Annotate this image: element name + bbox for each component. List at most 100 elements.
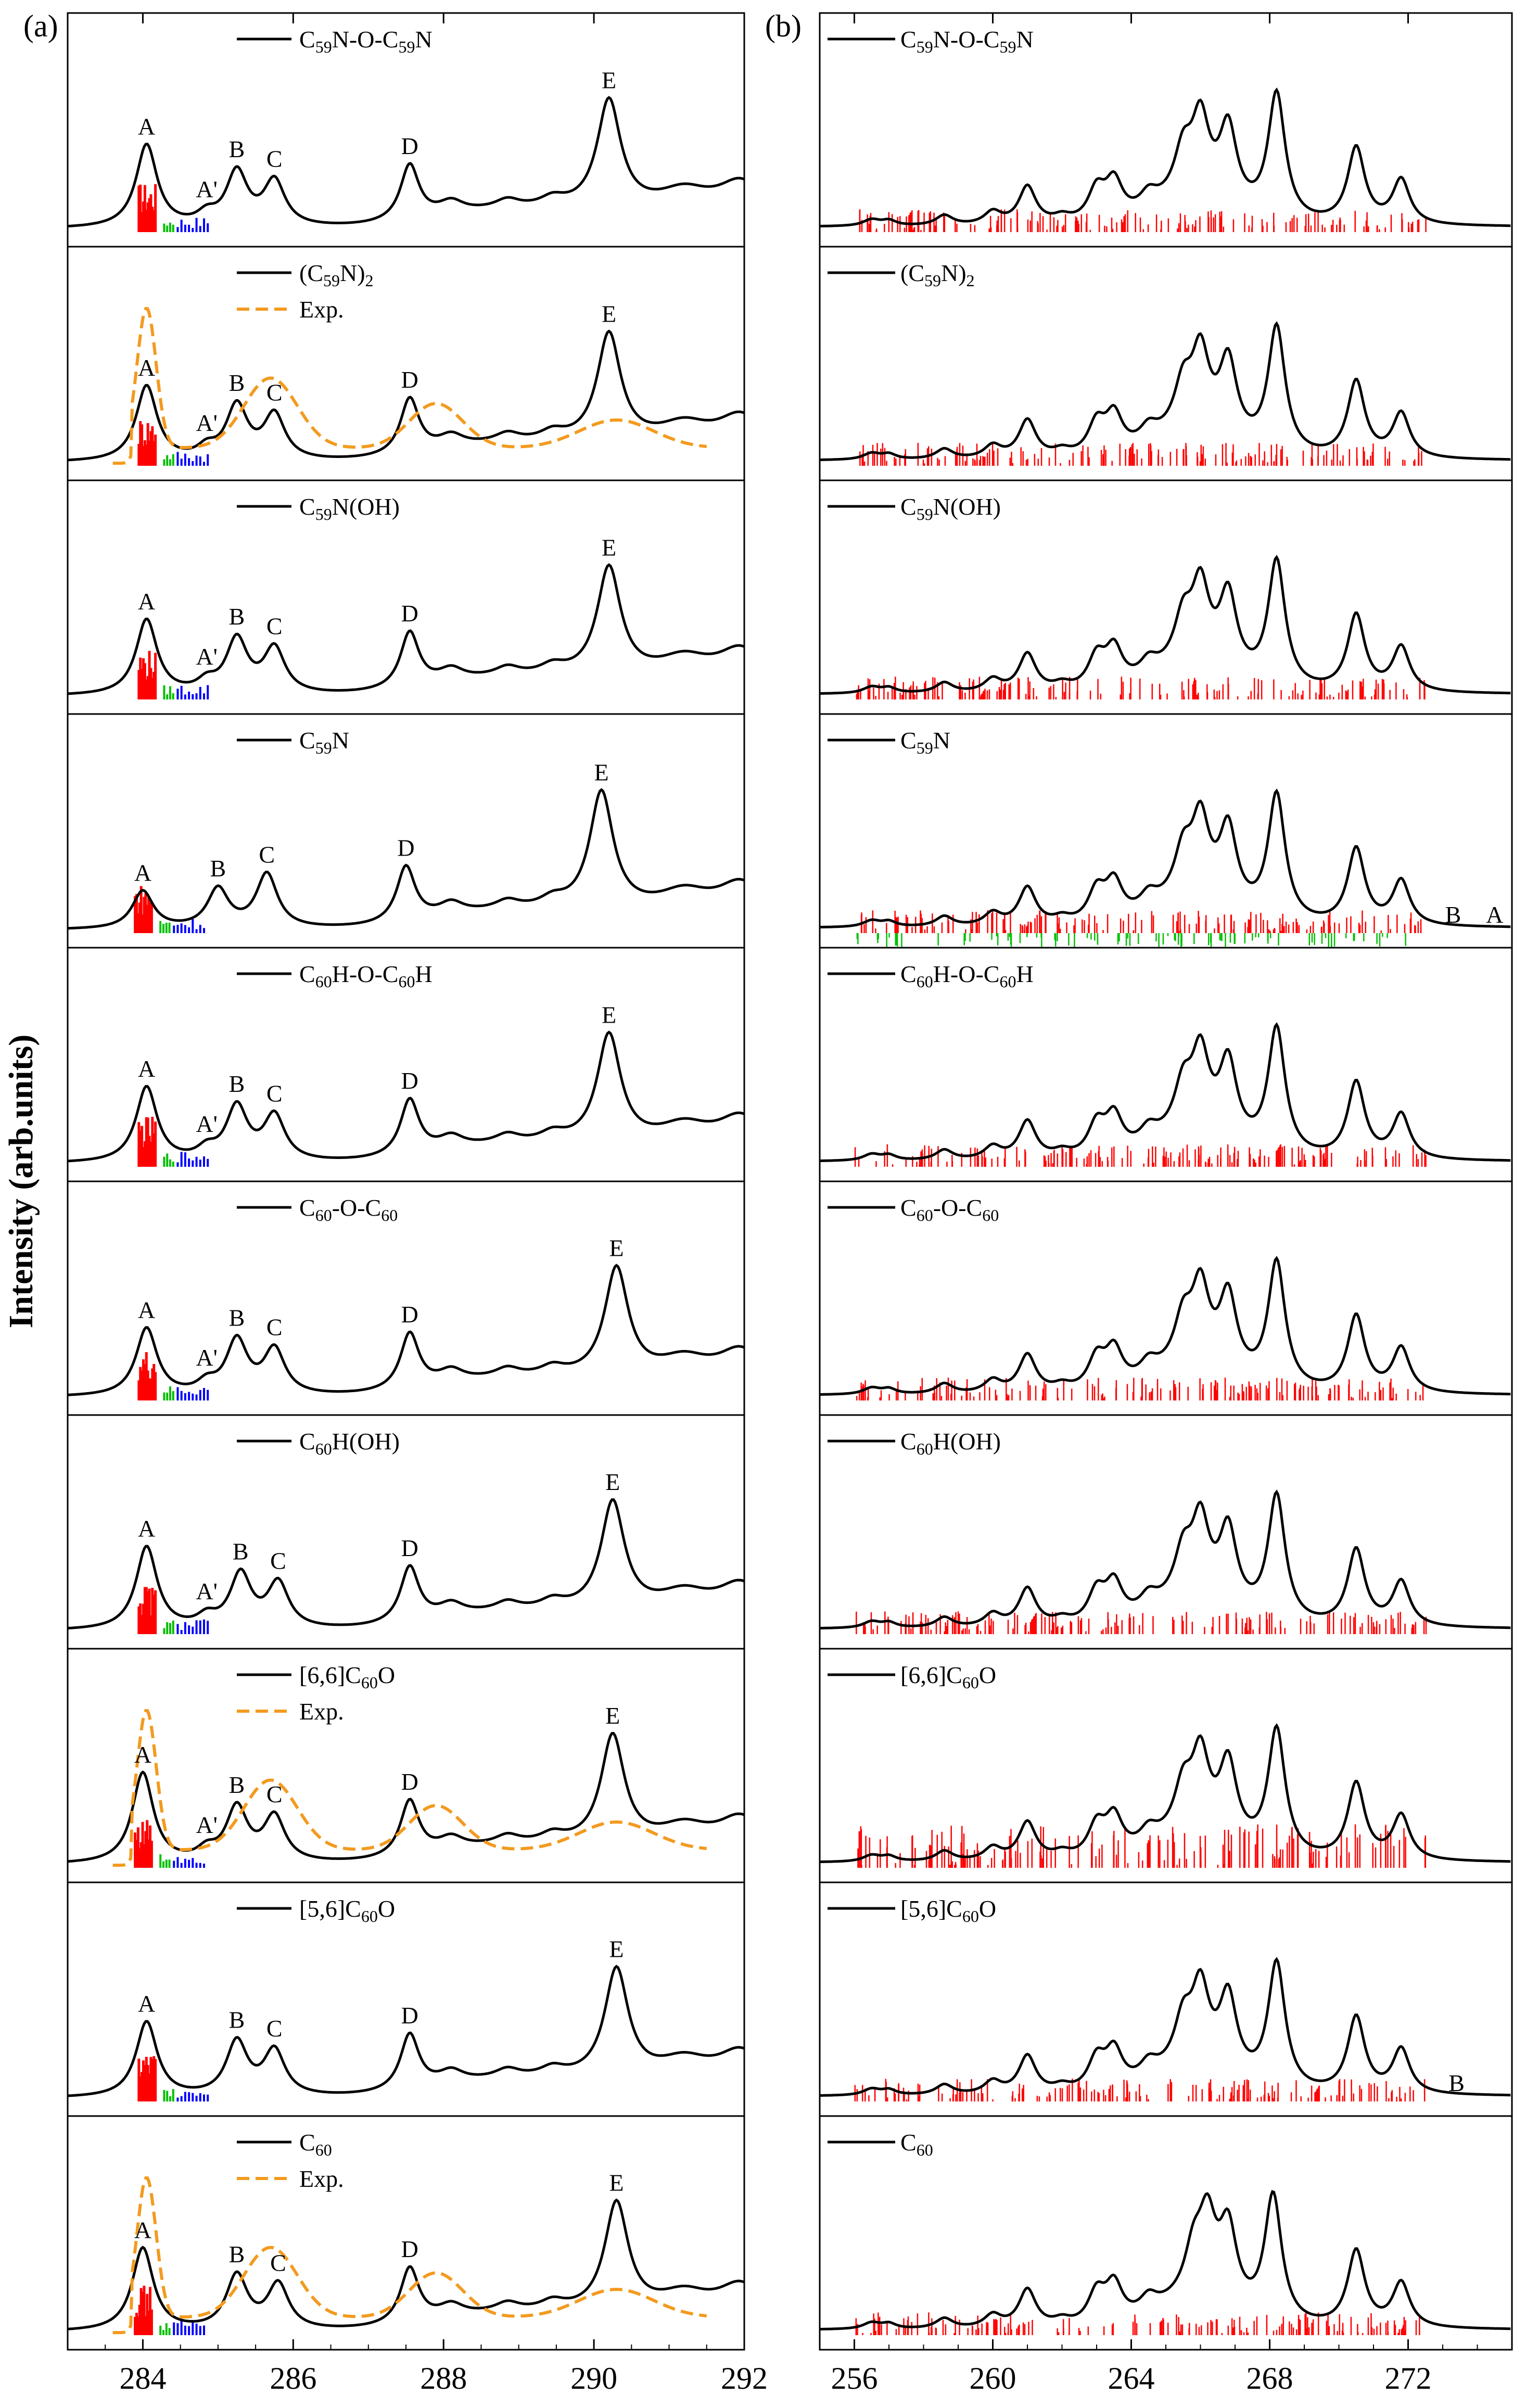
peak-label-E: E xyxy=(609,1936,624,1963)
stick-red xyxy=(895,1389,897,1400)
stick-red xyxy=(1117,1625,1119,1634)
stick-red xyxy=(1071,1388,1073,1400)
stick-blue xyxy=(180,923,183,933)
stick-green xyxy=(1054,933,1057,947)
stick-red xyxy=(1385,1619,1387,1634)
stick-red xyxy=(1247,1630,1249,1634)
stick-green xyxy=(172,2089,174,2101)
stick-red xyxy=(1364,696,1366,699)
stick-red xyxy=(1333,922,1336,933)
stick-red xyxy=(1126,2081,1128,2101)
stick-red xyxy=(1307,1386,1309,1400)
stick-red xyxy=(932,913,933,933)
x-tick-label: 272 xyxy=(1385,2361,1432,2396)
stick-red xyxy=(899,456,901,466)
stick-red xyxy=(1101,1395,1103,1400)
stick-red xyxy=(948,927,950,933)
stick-red xyxy=(1215,2319,1217,2335)
stick-red xyxy=(1329,911,1331,933)
stick-red xyxy=(1253,1158,1254,1167)
stick-red xyxy=(1312,1378,1313,1400)
stick-red xyxy=(1058,917,1060,933)
stick-red xyxy=(1414,925,1416,933)
stick-red xyxy=(1091,2091,1092,2101)
stick-red xyxy=(883,679,885,699)
stick-red xyxy=(1019,2083,1020,2101)
panel-a-row-frame xyxy=(67,1648,745,1883)
peak-label-D: D xyxy=(397,835,414,861)
stick-blue xyxy=(199,2326,201,2335)
stick-red xyxy=(139,1603,142,1634)
stick-red xyxy=(1196,923,1197,933)
stick-red xyxy=(1354,1613,1356,1634)
stick-red xyxy=(1188,2328,1190,2335)
stick-red xyxy=(1266,2314,1268,2335)
stick-red xyxy=(146,1591,149,1634)
stick-red xyxy=(986,452,988,466)
stick-green xyxy=(896,933,897,946)
stick-red xyxy=(1398,2329,1400,2335)
stick-red xyxy=(152,1364,156,1400)
stick-red xyxy=(1027,1841,1029,1868)
stick-red xyxy=(1077,2082,1079,2101)
stick-red xyxy=(1315,1849,1317,1868)
stick-red xyxy=(1079,1620,1082,1634)
stick-blue xyxy=(199,226,201,232)
stick-red xyxy=(149,2287,151,2335)
stick-red xyxy=(865,917,867,933)
stick-red xyxy=(1397,1612,1399,1634)
stick-red xyxy=(947,915,949,933)
stick-red xyxy=(1342,455,1344,466)
stick-red xyxy=(1332,220,1334,232)
stick-red xyxy=(1258,1627,1261,1634)
stick-red xyxy=(918,2096,920,2101)
stick-blue xyxy=(188,691,190,699)
stick-red xyxy=(1128,455,1130,466)
panel-b-sticks xyxy=(855,2312,1420,2335)
stick-red xyxy=(1041,1613,1042,1634)
stick-red xyxy=(1309,926,1312,933)
stick-red xyxy=(145,1587,148,1634)
stick-red xyxy=(862,2333,863,2335)
stick-red xyxy=(151,207,154,232)
stick-red xyxy=(972,2326,973,2335)
stick-red xyxy=(144,893,147,933)
stick-red xyxy=(152,441,156,466)
stick-red xyxy=(1048,457,1050,466)
stick-red xyxy=(955,2094,957,2101)
stick-red xyxy=(993,450,995,466)
stick-red xyxy=(1404,460,1406,466)
stick-red xyxy=(1087,2326,1089,2335)
stick-red xyxy=(143,2286,146,2335)
stick-red xyxy=(961,1826,963,1868)
stick-green xyxy=(1257,933,1260,938)
stick-red xyxy=(136,913,139,933)
peak-label-D: D xyxy=(401,366,418,393)
stick-red xyxy=(1069,2084,1070,2101)
stick-green xyxy=(172,454,174,466)
stick-red xyxy=(917,211,919,232)
x-axis-a: 284286288290292Energy (eV) xyxy=(67,13,768,2396)
x-tick-label: 288 xyxy=(420,2361,467,2396)
stick-red xyxy=(1061,2088,1063,2101)
panel-a-sticks xyxy=(137,421,209,466)
stick-red xyxy=(135,2313,138,2335)
stick-red xyxy=(1249,1617,1250,1634)
stick-red xyxy=(1171,2082,1173,2101)
peak-label-D: D xyxy=(401,600,418,627)
legend-label: [5,6]C60O xyxy=(299,1895,395,1926)
stick-red xyxy=(1340,1855,1342,1868)
stick-red xyxy=(1031,922,1032,933)
stick-red xyxy=(1163,1860,1165,1868)
stick-red xyxy=(1294,683,1296,699)
stick-red xyxy=(1425,217,1427,232)
stick-red xyxy=(1379,229,1380,232)
stick-red xyxy=(145,210,148,232)
legend-label: C59N-O-C59N xyxy=(900,26,1034,56)
stick-red xyxy=(875,2330,877,2335)
stick-red xyxy=(1232,219,1235,232)
stick-red xyxy=(1415,1392,1417,1400)
panel-b-sticks xyxy=(854,1144,1427,1167)
stick-red xyxy=(1279,1857,1280,1868)
stick-red xyxy=(1347,689,1349,699)
